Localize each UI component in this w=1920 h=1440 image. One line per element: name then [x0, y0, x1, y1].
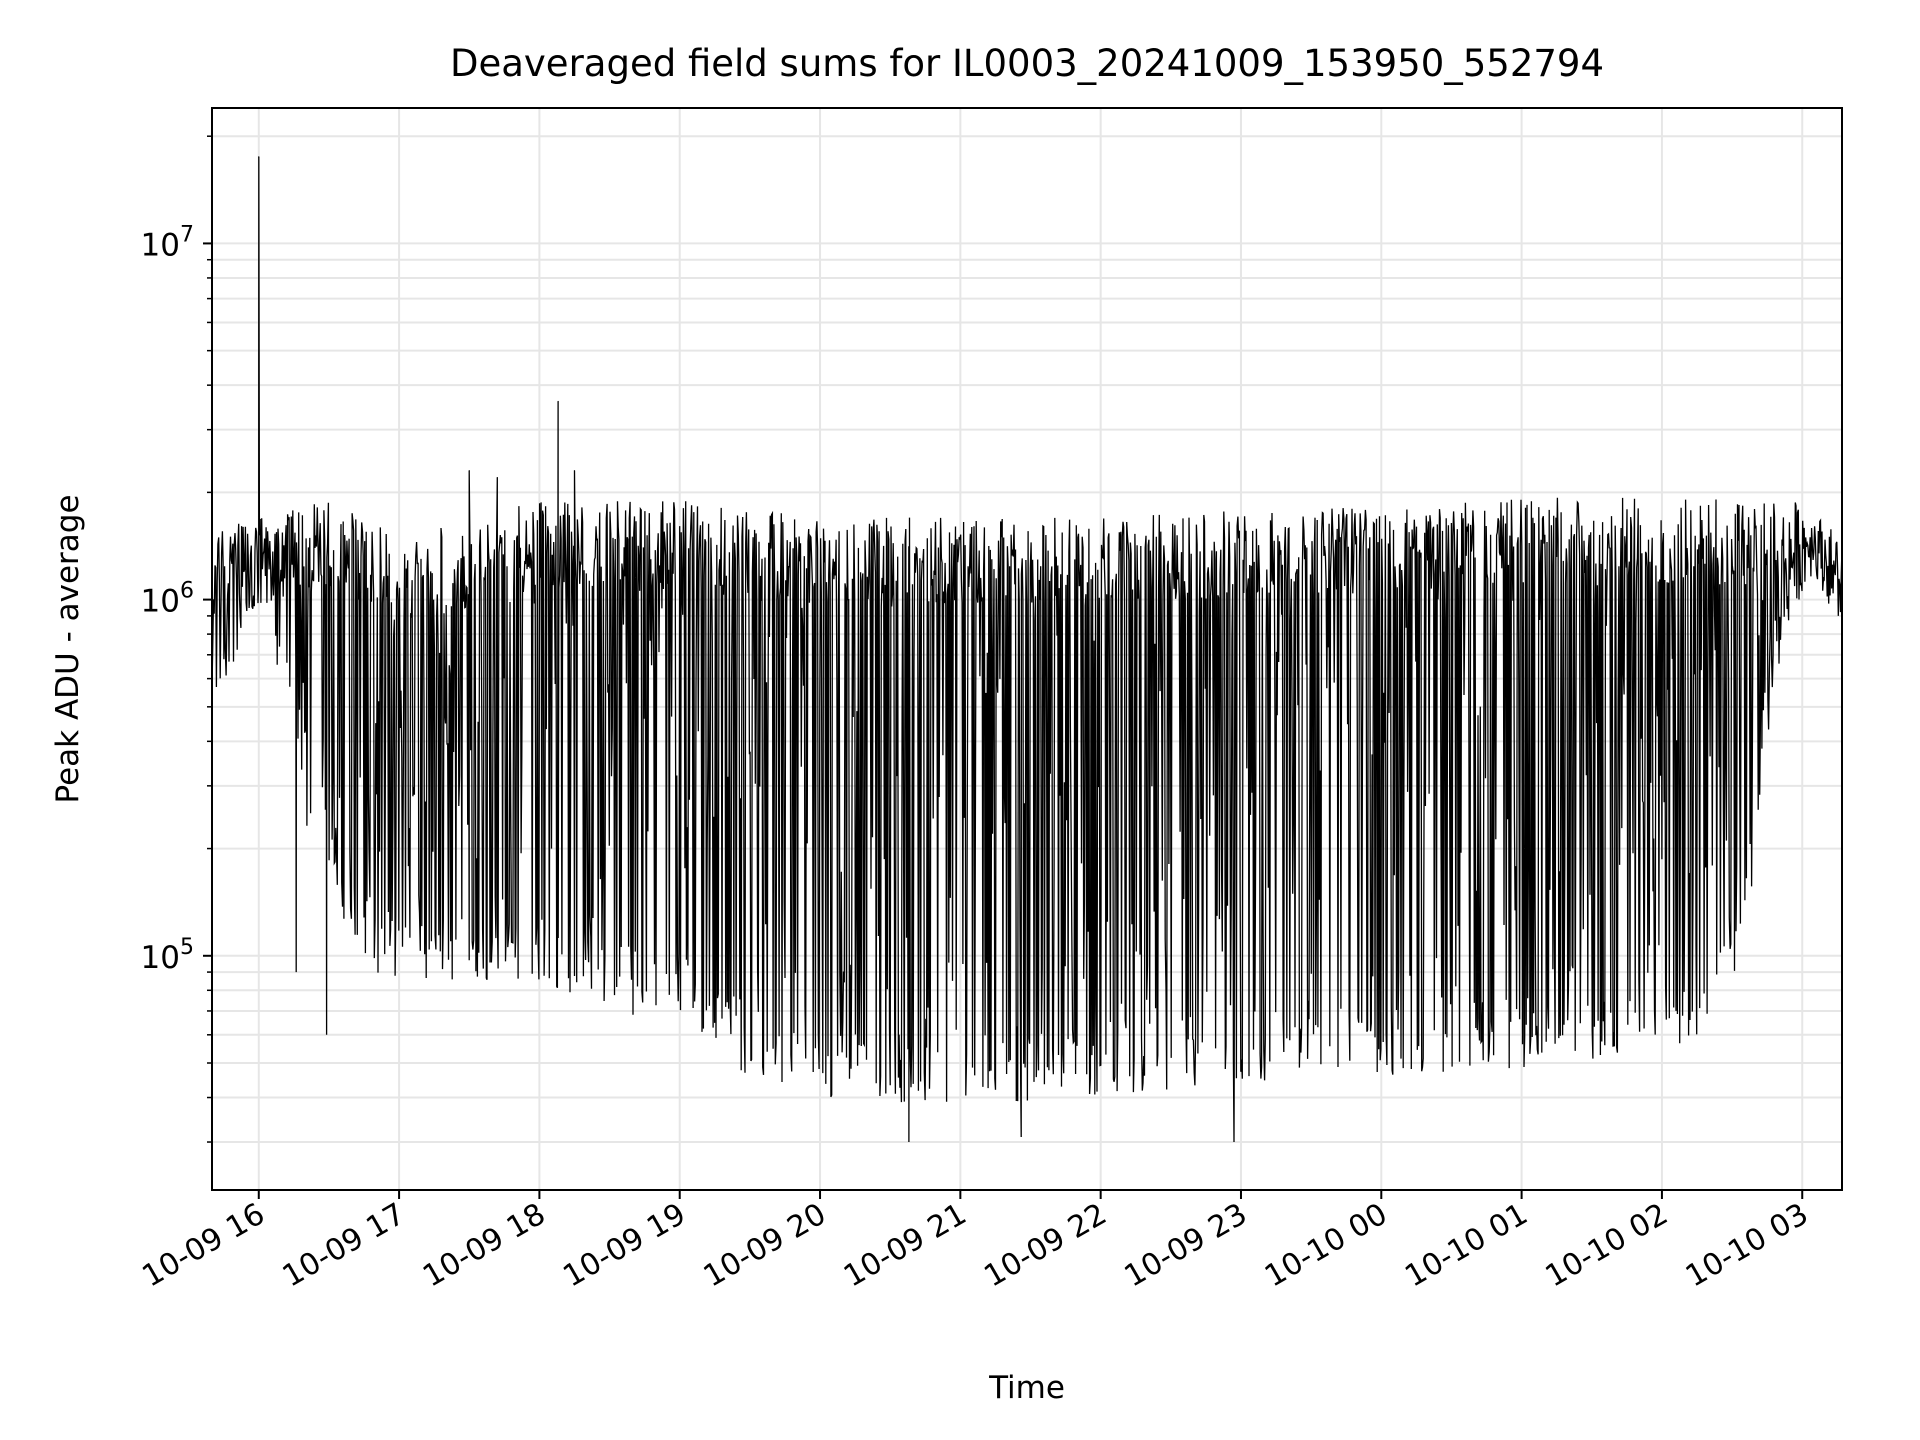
spike-point	[557, 400, 559, 403]
plot-frame	[211, 107, 1843, 1191]
y-tick-label: 106	[141, 579, 194, 620]
spike-point	[573, 470, 576, 472]
x-axis-label: Time	[988, 1370, 1065, 1406]
y-axis: 105 106 107	[141, 135, 212, 1143]
spike-point	[468, 470, 470, 472]
series-line	[211, 156, 1843, 1143]
plot-area	[211, 156, 1843, 1143]
y-axis-label: Peak ADU - average	[50, 494, 86, 803]
spike-point	[496, 477, 498, 479]
spike-point	[258, 156, 260, 158]
y-tick-label: 105	[141, 935, 194, 976]
y-tick-label: 107	[141, 222, 194, 263]
chart-title: Deaveraged field sums for IL0003_2024100…	[450, 42, 1604, 85]
